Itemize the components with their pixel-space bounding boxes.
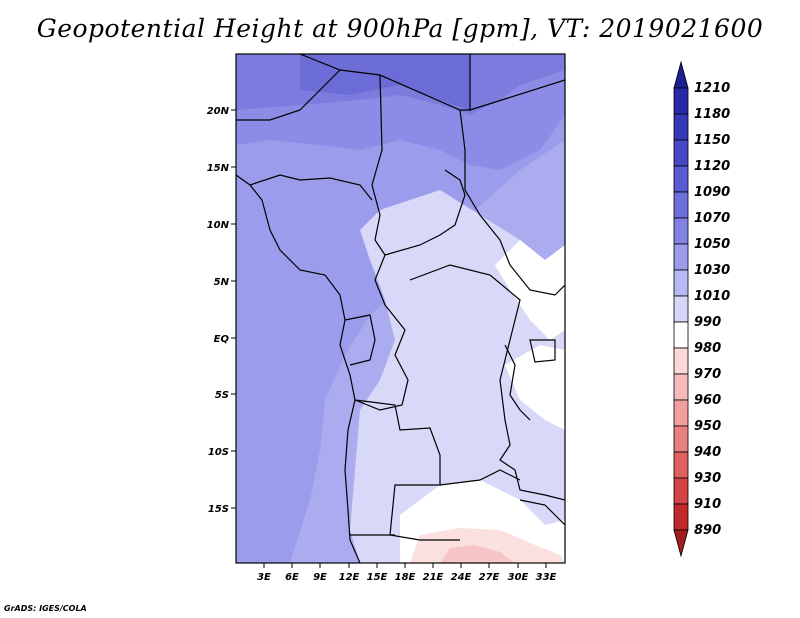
colorbar-label: 890 bbox=[694, 523, 721, 538]
colorbar-segment bbox=[673, 451, 689, 479]
colorbar-label: 970 bbox=[694, 367, 721, 382]
lon-label: 18E bbox=[395, 572, 416, 583]
colorbar-segment bbox=[673, 477, 689, 505]
colorbar-label: 1070 bbox=[694, 211, 730, 226]
colorbar-label: 1210 bbox=[694, 81, 730, 96]
colorbar-label: 980 bbox=[694, 341, 721, 356]
lon-label: 12E bbox=[339, 572, 360, 583]
colorbar-label: 1150 bbox=[694, 133, 730, 148]
lat-label: 15N bbox=[207, 163, 230, 174]
colorbar-segment bbox=[673, 425, 689, 453]
lon-label: 33E bbox=[536, 572, 557, 583]
lon-label: 9E bbox=[313, 572, 327, 583]
map-title: Geopotential Height at 900hPa [gpm], VT:… bbox=[36, 14, 764, 43]
colorbar-segment bbox=[673, 269, 689, 297]
lon-label: 3E bbox=[257, 572, 271, 583]
colorbar-label: 1050 bbox=[694, 237, 730, 252]
colorbar-segment bbox=[673, 321, 689, 349]
colorbar-arrow-top bbox=[673, 60, 689, 89]
colorbar-label: 1030 bbox=[694, 263, 730, 278]
colorbar-segment bbox=[673, 243, 689, 271]
colorbar-segment bbox=[673, 217, 689, 245]
colorbar-segment bbox=[673, 113, 689, 141]
lat-label: 5S bbox=[215, 390, 229, 401]
height-field bbox=[236, 54, 565, 563]
colorbar-label: 1180 bbox=[694, 107, 730, 122]
colorbar-arrow-bottom bbox=[673, 529, 689, 558]
colorbar-label: 940 bbox=[694, 445, 721, 460]
colorbar-segment bbox=[673, 87, 689, 115]
colorbar-label: 990 bbox=[694, 315, 721, 330]
colorbar-label: 910 bbox=[694, 497, 721, 512]
lat-label: 5N bbox=[214, 277, 230, 288]
lat-label: 15S bbox=[208, 504, 229, 515]
colorbar-label: 1120 bbox=[694, 159, 730, 174]
lon-label: 15E bbox=[367, 572, 388, 583]
colorbar-segment bbox=[673, 399, 689, 427]
colorbar-label: 930 bbox=[694, 471, 721, 486]
lon-label: 21E bbox=[423, 572, 444, 583]
colorbar-segment bbox=[673, 165, 689, 193]
colorbar-segment bbox=[673, 139, 689, 167]
lat-label: 10N bbox=[207, 220, 230, 231]
colorbar bbox=[673, 60, 689, 558]
map-boundaries bbox=[236, 54, 565, 563]
colorbar-segment bbox=[673, 295, 689, 323]
colorbar-segment bbox=[673, 347, 689, 375]
lat-label: 10S bbox=[208, 447, 229, 458]
lon-label: 24E bbox=[451, 572, 472, 583]
lat-label: EQ bbox=[214, 334, 230, 345]
grads-credit: GrADS: IGES/COLA bbox=[4, 604, 87, 613]
lat-label: 20N bbox=[207, 106, 230, 117]
colorbar-segment bbox=[673, 503, 689, 531]
colorbar-label: 960 bbox=[694, 393, 721, 408]
colorbar-label: 1010 bbox=[694, 289, 730, 304]
colorbar-segment bbox=[673, 373, 689, 401]
lat-axis: 20N 15N 10N 5N EQ 5S 10S 15S bbox=[207, 106, 236, 515]
colorbar-segment bbox=[673, 191, 689, 219]
colorbar-label: 950 bbox=[694, 419, 721, 434]
lon-label: 27E bbox=[479, 572, 500, 583]
lon-label: 6E bbox=[285, 572, 299, 583]
lon-label: 30E bbox=[508, 572, 529, 583]
map-frame bbox=[235, 53, 566, 564]
colorbar-labels: 1210 1180 1150 1120 1090 1070 1050 1030 … bbox=[694, 81, 730, 538]
lon-axis: 3E 6E 9E 12E 15E 18E 21E 24E 27E 30E 33E bbox=[257, 563, 557, 583]
colorbar-label: 1090 bbox=[694, 185, 730, 200]
